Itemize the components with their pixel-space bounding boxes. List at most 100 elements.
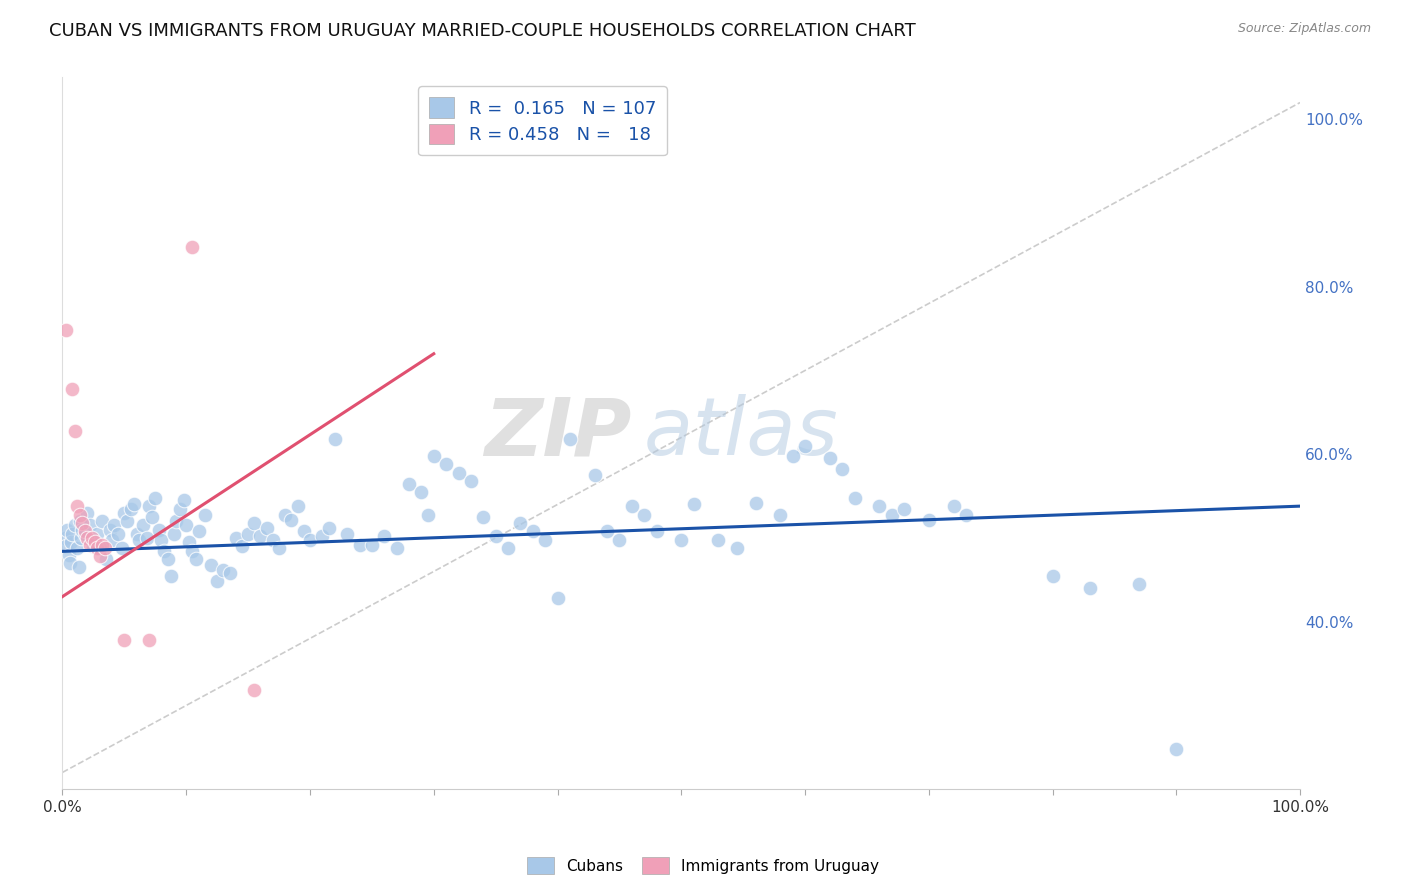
Point bbox=[181, 239, 204, 253]
Point bbox=[55, 539, 77, 553]
Point bbox=[311, 529, 333, 543]
Point bbox=[56, 523, 79, 537]
Point bbox=[82, 539, 104, 553]
Point bbox=[274, 508, 297, 522]
Point bbox=[744, 496, 766, 510]
Point bbox=[534, 533, 557, 547]
Point bbox=[620, 499, 643, 513]
Point bbox=[60, 382, 83, 396]
Point bbox=[831, 462, 853, 476]
Text: Source: ZipAtlas.com: Source: ZipAtlas.com bbox=[1237, 22, 1371, 36]
Point bbox=[633, 508, 655, 522]
Point bbox=[1042, 568, 1064, 582]
Point bbox=[138, 499, 160, 513]
Point bbox=[101, 533, 124, 547]
Point bbox=[918, 512, 941, 526]
Point bbox=[280, 512, 302, 526]
Point bbox=[256, 521, 278, 535]
Point bbox=[181, 543, 204, 558]
Point bbox=[292, 524, 315, 539]
Point bbox=[186, 552, 208, 566]
Point bbox=[58, 548, 80, 562]
Point bbox=[67, 560, 90, 574]
Point bbox=[76, 531, 98, 545]
Point bbox=[103, 518, 125, 533]
Point bbox=[558, 432, 581, 446]
Point bbox=[69, 514, 91, 528]
Point bbox=[153, 543, 176, 558]
Point bbox=[111, 541, 134, 555]
Point bbox=[98, 523, 121, 537]
Point bbox=[150, 533, 173, 547]
Point bbox=[509, 516, 531, 530]
Point bbox=[236, 526, 259, 541]
Legend: R =  0.165   N = 107, R = 0.458   N =   18: R = 0.165 N = 107, R = 0.458 N = 18 bbox=[418, 87, 666, 155]
Point bbox=[60, 535, 83, 549]
Point bbox=[205, 574, 228, 589]
Point bbox=[416, 508, 439, 522]
Point bbox=[194, 508, 217, 522]
Point bbox=[138, 633, 160, 648]
Point bbox=[318, 521, 340, 535]
Point bbox=[89, 549, 111, 564]
Point bbox=[243, 683, 266, 698]
Point bbox=[225, 531, 247, 545]
Point bbox=[148, 523, 170, 537]
Point bbox=[1128, 577, 1150, 591]
Point bbox=[298, 533, 321, 547]
Point bbox=[63, 518, 86, 533]
Point bbox=[128, 533, 150, 547]
Text: ZIP: ZIP bbox=[485, 394, 631, 472]
Legend: Cubans, Immigrants from Uruguay: Cubans, Immigrants from Uruguay bbox=[520, 851, 886, 880]
Point bbox=[671, 533, 693, 547]
Point bbox=[249, 529, 271, 543]
Point bbox=[76, 506, 98, 520]
Point bbox=[72, 516, 94, 530]
Point bbox=[83, 535, 105, 549]
Point bbox=[496, 541, 519, 555]
Point bbox=[79, 518, 101, 533]
Point bbox=[53, 531, 76, 545]
Point bbox=[373, 529, 395, 543]
Point bbox=[1166, 742, 1188, 756]
Point bbox=[94, 552, 117, 566]
Point bbox=[955, 508, 977, 522]
Point bbox=[349, 538, 371, 552]
Point bbox=[112, 633, 135, 648]
Point bbox=[86, 541, 108, 555]
Point bbox=[893, 501, 915, 516]
Point bbox=[73, 524, 96, 539]
Point bbox=[423, 449, 446, 463]
Point bbox=[596, 524, 619, 539]
Point bbox=[267, 541, 290, 555]
Point bbox=[163, 526, 186, 541]
Text: CUBAN VS IMMIGRANTS FROM URUGUAY MARRIED-COUPLE HOUSEHOLDS CORRELATION CHART: CUBAN VS IMMIGRANTS FROM URUGUAY MARRIED… bbox=[49, 22, 915, 40]
Point bbox=[434, 457, 457, 471]
Point bbox=[942, 499, 965, 513]
Point bbox=[231, 539, 253, 553]
Point bbox=[55, 323, 77, 337]
Point bbox=[609, 533, 631, 547]
Point bbox=[169, 501, 191, 516]
Point bbox=[107, 526, 129, 541]
Point bbox=[398, 476, 420, 491]
Point bbox=[868, 499, 890, 513]
Point bbox=[59, 556, 82, 570]
Point bbox=[70, 531, 93, 545]
Point bbox=[141, 510, 163, 524]
Point bbox=[93, 541, 115, 555]
Point bbox=[66, 499, 89, 513]
Point bbox=[323, 432, 346, 446]
Point bbox=[485, 529, 508, 543]
Point bbox=[120, 501, 142, 516]
Point bbox=[262, 533, 284, 547]
Point bbox=[72, 523, 94, 537]
Point bbox=[165, 514, 187, 528]
Point bbox=[547, 591, 569, 606]
Point bbox=[112, 506, 135, 520]
Point bbox=[385, 541, 408, 555]
Point bbox=[794, 439, 817, 453]
Point bbox=[1078, 581, 1101, 595]
Point bbox=[156, 552, 179, 566]
Point bbox=[73, 526, 96, 541]
